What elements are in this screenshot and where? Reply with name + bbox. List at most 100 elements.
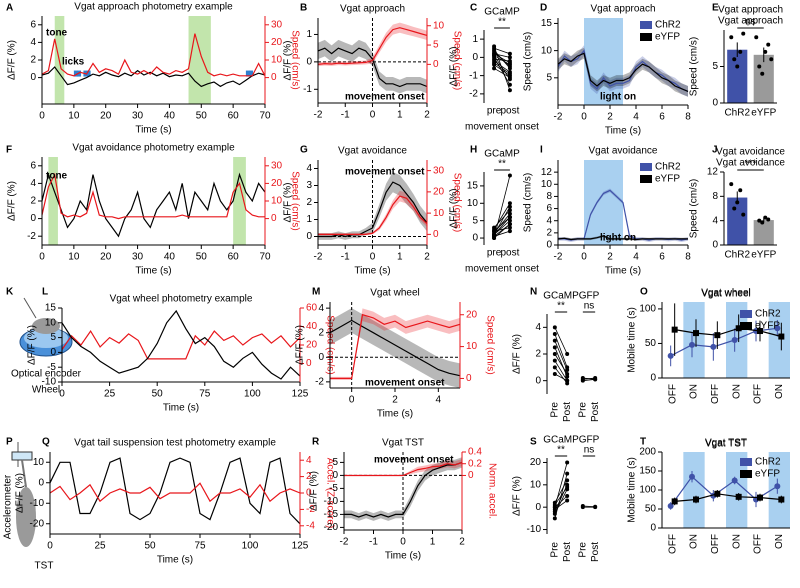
- y-tick-label: 10: [541, 179, 553, 190]
- y-tick-label: -1: [303, 84, 312, 95]
- x-tick-label: pre: [487, 106, 502, 117]
- pair-line: [493, 62, 511, 75]
- data-point: [507, 201, 512, 206]
- x-tick-label: 10: [68, 252, 80, 263]
- error-band: [318, 171, 427, 240]
- y2-tick-label: 0.4: [468, 447, 482, 458]
- y2-axis-label: Accel. (Z-score): [324, 458, 335, 529]
- x-tick-label: OFF: [710, 534, 721, 554]
- y2-tick-label: 0.2: [468, 458, 482, 469]
- y-tick-label: 20: [530, 457, 542, 468]
- data-line: [329, 319, 461, 377]
- annotation: light on: [600, 233, 636, 244]
- y2-axis-label: Norm. accel.: [486, 463, 497, 519]
- y-tick-label: 4: [712, 215, 718, 226]
- data-point: [565, 378, 570, 383]
- x-tick-label: 50: [196, 111, 208, 122]
- data-point: [757, 64, 762, 69]
- pair-line: [493, 216, 511, 235]
- wire: [23, 297, 37, 319]
- x-tick-label: -2: [314, 110, 323, 121]
- data-line: [674, 327, 782, 338]
- chart-title: Vgat wheel: [701, 288, 750, 299]
- y-axis-label: ΔF/F (%): [512, 334, 523, 374]
- shade-region: [48, 157, 58, 245]
- data-point: [507, 51, 512, 56]
- data-point: [778, 496, 785, 503]
- x-tick-label: OFF: [667, 384, 678, 404]
- data-point: [552, 372, 557, 376]
- x-axis-label: Time (s): [605, 126, 641, 137]
- data-line: [61, 309, 301, 380]
- y-tick-label: 0: [38, 477, 44, 488]
- y-tick-label: -10: [324, 496, 339, 507]
- y-tick-label: 5: [472, 215, 478, 226]
- illustration-label: TST: [35, 561, 54, 572]
- x-tick-label: 50: [196, 252, 208, 263]
- event-mark: [249, 70, 254, 77]
- y-tick-label: 200: [639, 447, 656, 458]
- x-tick-label: 0: [581, 112, 587, 123]
- x-tick-label: 2: [607, 252, 613, 263]
- y-tick-label: 2: [535, 349, 541, 360]
- pair-line: [582, 377, 596, 380]
- data-point: [507, 229, 512, 234]
- data-point: [593, 377, 598, 382]
- x-tick-label: 40: [164, 252, 176, 263]
- panel-letter: G: [300, 145, 308, 156]
- legend-swatch: [640, 21, 652, 29]
- x-tick-label: 75: [199, 389, 211, 400]
- error-band: [344, 457, 462, 521]
- panel-letter: K: [6, 287, 14, 298]
- wheel-top: [24, 328, 68, 348]
- y-tick-label: 5: [712, 61, 718, 72]
- y-axis-label: Speed (cm/s): [689, 37, 700, 96]
- data-point: [731, 477, 738, 484]
- y2-tick-label: -4: [306, 520, 315, 531]
- data-line: [41, 172, 266, 238]
- illustration-label: Accelerometer: [3, 474, 14, 539]
- x-tick-label: ChR2: [724, 250, 750, 261]
- x-tick-label: 4: [436, 395, 442, 406]
- y-tick-label: 0: [472, 233, 478, 244]
- panel-letter: B: [300, 3, 307, 14]
- y2-axis-label: Speed (cm/s): [451, 173, 462, 232]
- data-point: [565, 471, 570, 476]
- y2-tick-label: -2: [306, 504, 315, 515]
- y-tick-label: 0: [535, 375, 541, 386]
- data-point: [565, 368, 570, 372]
- data-point: [757, 328, 763, 335]
- x-tick-label: -1: [369, 537, 378, 548]
- data-point: [735, 200, 740, 205]
- data-point: [552, 338, 557, 343]
- x-tick-label: ON: [689, 534, 700, 549]
- x-tick-label: ON: [774, 384, 785, 399]
- y-tick-label: 4: [306, 163, 312, 174]
- y-tick-label: 10: [530, 479, 542, 490]
- data-point: [507, 218, 512, 223]
- x-tick-label: OFF: [710, 384, 721, 404]
- y-tick-label: 15: [45, 303, 57, 314]
- data-point: [565, 352, 570, 356]
- y2-tick-label: 0: [468, 470, 474, 481]
- pair-line: [493, 213, 511, 234]
- panel-letter: M: [312, 287, 320, 298]
- data-line: [557, 52, 689, 92]
- legend-label: eYFP: [755, 321, 780, 332]
- pair-line: [554, 347, 568, 377]
- x-tick-label: 0: [39, 111, 45, 122]
- y-tick-label: 0: [546, 240, 552, 251]
- data-point: [492, 232, 497, 237]
- x-tick-label: 30: [132, 252, 144, 263]
- annotation: light on: [600, 92, 636, 103]
- y-tick-label: -1: [469, 70, 478, 81]
- x-tick-label: -2: [340, 537, 349, 548]
- pair-line: [554, 353, 568, 375]
- legend-label: ChR2: [755, 309, 781, 320]
- panel-letter: H: [470, 145, 477, 156]
- x-tick-label: Pre: [549, 402, 560, 418]
- y-tick-label: 0: [306, 231, 312, 242]
- chart-title: Vgat avoidance: [338, 146, 407, 157]
- legend-swatch: [740, 458, 752, 466]
